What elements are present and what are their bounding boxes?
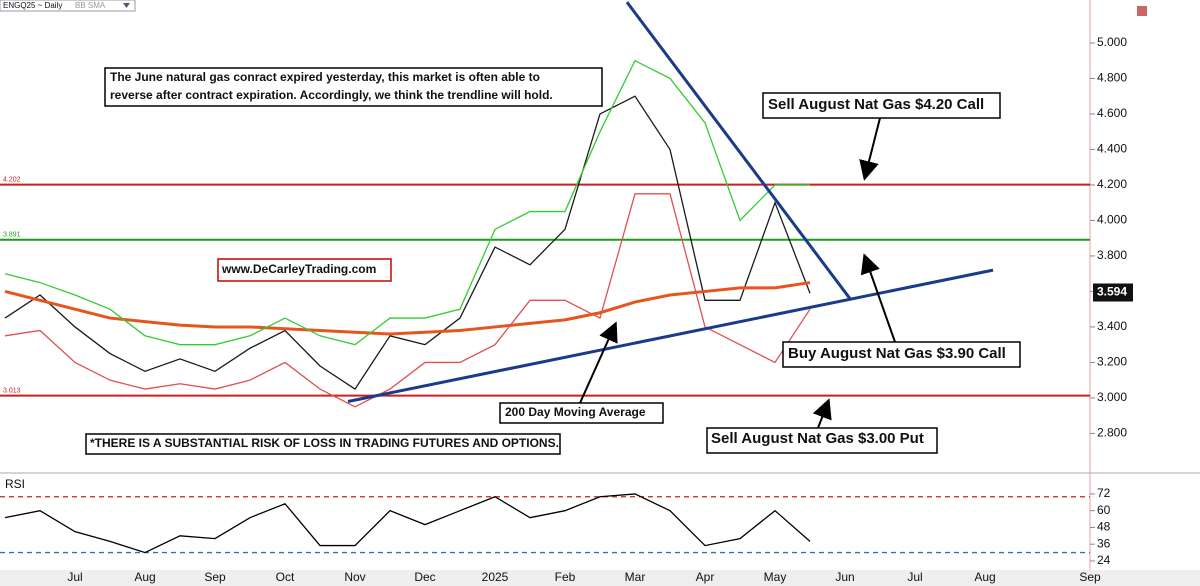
y-tick-label: 60	[1097, 503, 1111, 517]
legend-box[interactable]	[0, 0, 136, 12]
y-tick-label: 24	[1097, 553, 1111, 567]
x-tick-label: Sep	[204, 570, 226, 584]
last-price-box	[1093, 283, 1133, 302]
annotation: The June natural gas conract expired yes…	[110, 70, 540, 84]
x-tick-label: Sep	[1079, 570, 1101, 584]
x-tick-label: Dec	[414, 570, 435, 584]
panel-title: RSI	[5, 477, 25, 491]
x-tick-label: Nov	[344, 570, 365, 584]
series-line	[4, 493, 811, 554]
x-tick-label: Feb	[555, 570, 576, 584]
x-tick-label: Apr	[696, 570, 715, 584]
x-tick-label: Aug	[134, 570, 155, 584]
y-tick-label: 3.800	[1097, 248, 1127, 262]
y-tick-label: 72	[1097, 486, 1111, 500]
x-tick-label: Jul	[907, 570, 922, 584]
dropdown[interactable]	[123, 3, 130, 8]
series-line	[4, 59, 810, 346]
annotation-box	[706, 427, 938, 454]
corner-icon[interactable]	[1137, 6, 1147, 16]
annotation: Sell August Nat Gas $4.20 Call	[768, 96, 984, 113]
series-line	[4, 281, 811, 336]
trendline	[347, 268, 994, 403]
y-tick-label: 48	[1097, 520, 1111, 534]
y-tick-label: 4.600	[1097, 106, 1127, 120]
x-tick-label: 2025	[482, 570, 509, 584]
annotation: 200 Day Moving Average	[505, 405, 646, 419]
annotation: Sell August Nat Gas $3.00 Put	[711, 430, 924, 447]
annotation-box	[217, 258, 392, 282]
y-tick-label: 5.000	[1097, 35, 1127, 49]
x-tick-label: Oct	[276, 570, 295, 584]
y-tick-label: 4.000	[1097, 213, 1127, 227]
x-tick-label: Jun	[835, 570, 854, 584]
annotation-box	[85, 433, 561, 455]
x-tick-label: Mar	[625, 570, 646, 584]
level-label: 4.202	[3, 176, 21, 183]
x-tick-label: Jul	[67, 570, 82, 584]
x-tick-label: Aug	[974, 570, 995, 584]
annotation-box	[762, 92, 1001, 119]
y-tick-label: 4.800	[1097, 71, 1127, 85]
annotation: www.DeCarleyTrading.com	[221, 262, 376, 276]
y-tick-label: 36	[1097, 536, 1111, 550]
chart-title: ENGQ25 ~ Daily	[3, 1, 62, 10]
y-tick-label: 2.800	[1097, 426, 1127, 440]
y-tick-label: 4.400	[1097, 142, 1127, 156]
annotation-box	[499, 402, 664, 424]
study-label: BB SMA	[75, 1, 106, 10]
level-label: 3.013	[3, 387, 21, 394]
annotation-box	[104, 67, 603, 107]
time-axis-bar	[0, 570, 1200, 586]
y-tick-label: 3.200	[1097, 355, 1127, 369]
trendline	[625, 1, 852, 300]
annotation: *THERE IS A SUBSTANTIAL RISK OF LOSS IN …	[90, 436, 559, 450]
y-tick-label: 3.400	[1097, 319, 1127, 333]
level-label: 3.891	[3, 232, 21, 239]
y-tick-label: 4.200	[1097, 177, 1127, 191]
x-tick-label: May	[764, 570, 787, 584]
y-tick-label: 3.000	[1097, 390, 1127, 404]
series-line	[4, 95, 811, 390]
last-price: 3.594	[1097, 285, 1127, 299]
arrows	[579, 117, 896, 429]
annotation: reverse after contract expiration. Accor…	[110, 88, 553, 102]
annotation-box	[782, 341, 1021, 368]
annotation: Buy August Nat Gas $3.90 Call	[788, 345, 1006, 362]
series-line	[4, 193, 811, 408]
